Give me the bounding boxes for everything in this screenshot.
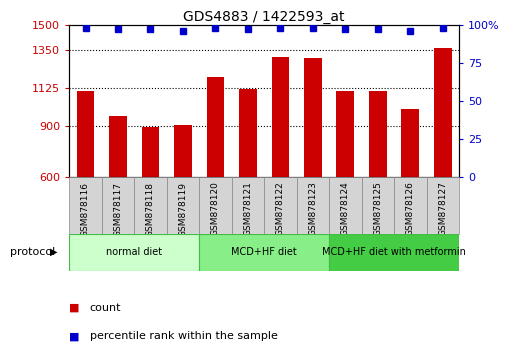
Text: GSM878121: GSM878121 <box>244 182 252 236</box>
Bar <box>142 127 160 177</box>
Text: GSM878125: GSM878125 <box>373 182 382 236</box>
Text: GSM878124: GSM878124 <box>341 182 350 236</box>
Text: MCD+HF diet: MCD+HF diet <box>231 247 297 257</box>
Bar <box>271 57 289 177</box>
Text: GSM878126: GSM878126 <box>406 182 415 236</box>
Text: GSM878119: GSM878119 <box>179 182 187 236</box>
Bar <box>304 58 322 177</box>
Bar <box>199 177 232 234</box>
Bar <box>76 91 94 177</box>
Bar <box>297 177 329 234</box>
Bar <box>394 177 427 234</box>
Bar <box>362 177 394 234</box>
Text: MCD+HF diet with metformin: MCD+HF diet with metformin <box>322 247 466 257</box>
Text: GSM878118: GSM878118 <box>146 182 155 236</box>
Bar <box>109 116 127 177</box>
Bar <box>402 109 419 177</box>
Text: percentile rank within the sample: percentile rank within the sample <box>90 331 278 341</box>
Bar <box>174 125 192 177</box>
Text: ■: ■ <box>69 331 80 341</box>
Text: GSM878127: GSM878127 <box>439 182 447 236</box>
Bar <box>102 177 134 234</box>
Bar <box>134 177 167 234</box>
Text: protocol: protocol <box>10 247 55 257</box>
Text: GSM878117: GSM878117 <box>113 182 123 236</box>
Text: ▶: ▶ <box>50 247 58 257</box>
Bar <box>69 177 102 234</box>
Text: ■: ■ <box>69 303 80 313</box>
Bar <box>329 234 459 271</box>
Bar <box>239 89 257 177</box>
Text: GSM878123: GSM878123 <box>308 182 318 236</box>
Text: GSM878120: GSM878120 <box>211 182 220 236</box>
Text: GSM878116: GSM878116 <box>81 182 90 236</box>
Bar <box>369 91 387 177</box>
Bar <box>264 177 297 234</box>
Bar <box>69 234 199 271</box>
Title: GDS4883 / 1422593_at: GDS4883 / 1422593_at <box>184 10 345 24</box>
Text: GSM878122: GSM878122 <box>276 182 285 236</box>
Bar <box>337 91 354 177</box>
Bar <box>427 177 459 234</box>
Text: normal diet: normal diet <box>106 247 162 257</box>
Bar <box>232 177 264 234</box>
Text: count: count <box>90 303 121 313</box>
Bar <box>434 48 452 177</box>
Bar <box>329 177 362 234</box>
Bar <box>199 234 329 271</box>
Bar <box>167 177 199 234</box>
Bar <box>207 77 224 177</box>
